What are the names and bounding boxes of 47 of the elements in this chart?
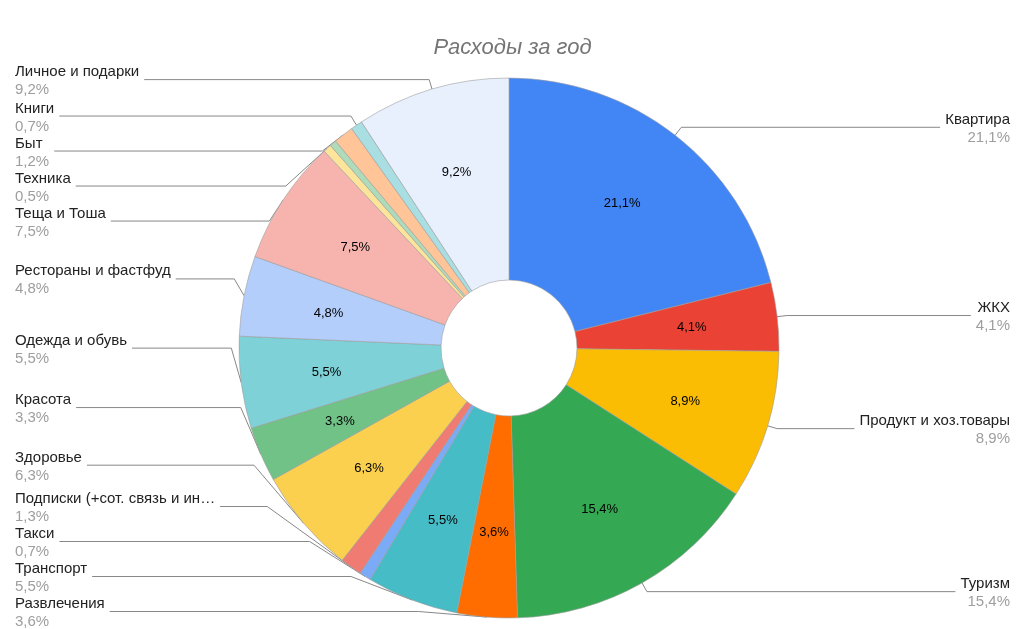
data-label: 9,2% [441,164,472,180]
data-label: 0,5% [15,186,50,204]
text: 8,9% [975,429,1010,447]
slice-label: Здоровье [15,447,82,465]
data-label: 0,7% [15,542,50,559]
text: 3,3% [15,408,50,426]
slice-label: Развлечения [15,594,105,611]
text: 7,5% [15,221,50,239]
data-label: 7,5% [340,239,371,255]
slice-label: Транспорт [15,559,88,576]
text: 6,3% [15,465,50,483]
slice-label: Квартира [945,109,1011,127]
data-label: 8,9% [670,393,701,409]
slice-label: Быт [15,133,43,151]
data-label: 5,5% [311,364,342,380]
slice-label: Туризм [960,574,1010,592]
slice-label: Продукт и хоз.товары [859,411,1010,429]
slice-label: Рестораны и фастфуд [15,261,171,279]
data-label: 1,3% [15,507,50,524]
data-label: 21,1% [967,127,1010,145]
slice-label: Подписки (+сот. связь и ин… [15,489,216,506]
text: 15,4% [581,500,619,516]
slice-label: Красота [15,390,72,408]
text: 4,8% [15,279,50,297]
data-label: 5,5% [428,512,459,528]
data-label: 4,8% [313,304,344,320]
slice-label: Теща и Тоша [15,203,107,221]
text: 5,5% [15,577,50,594]
slice-label: Такси [15,524,55,541]
data-label: 0,7% [15,116,50,134]
text: 3,6% [15,612,50,629]
data-label: 3,3% [325,413,356,429]
data-label: 6,3% [354,460,385,475]
slice-label: Одежда и обувь [15,330,128,348]
slice-label: Книги [15,98,55,116]
text: 9,2% [15,80,50,98]
data-label: 1,2% [15,151,50,169]
text: 5,5% [15,348,50,366]
slice-label: Техника [15,168,72,186]
data-label: 3,6% [479,523,510,539]
text: 21,1% [603,195,641,211]
slice-label: ЖКХ [977,298,1010,316]
slice-label: Личное и подарки [15,62,140,80]
text: 4,1% [676,319,707,335]
data-label: 4,1% [975,316,1010,334]
data-label: 15,4% [967,592,1010,610]
chart-title: Расходы за год [433,33,592,59]
